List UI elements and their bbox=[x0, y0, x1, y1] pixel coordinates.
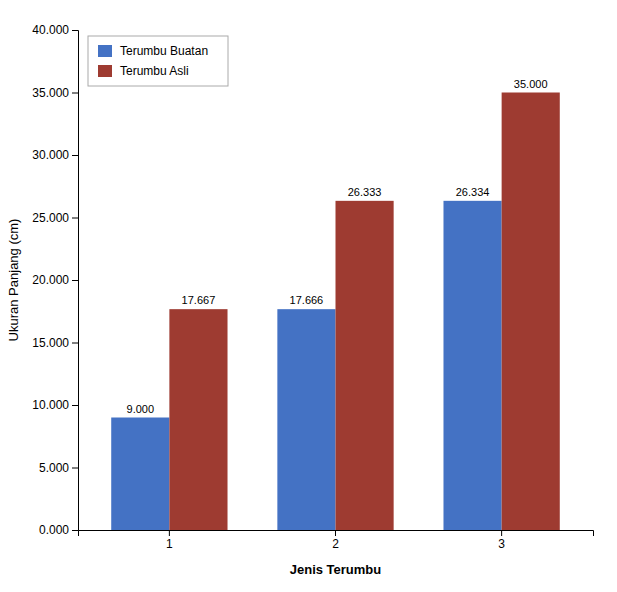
data-labels: 9.000 17.666 26.334 17.667 26.333 35.000 bbox=[127, 78, 548, 415]
y-axis: 0.000 5.000 10.000 15.000 20.000 25.000 30.000… bbox=[32, 23, 78, 537]
tick-label: 40.000 bbox=[32, 23, 69, 37]
legend-label: Terumbu Buatan bbox=[120, 44, 208, 58]
legend: Terumbu Buatan Terumbu Asli bbox=[88, 36, 228, 86]
tick-mark bbox=[169, 530, 170, 536]
tick-mark bbox=[72, 405, 78, 406]
tick: 0.000 bbox=[39, 523, 78, 537]
tick-label: 5.000 bbox=[39, 461, 69, 475]
x-axis-title: Jenis Terumbu bbox=[290, 562, 382, 577]
tick: 3 bbox=[498, 530, 505, 551]
tick-label: 1 bbox=[166, 537, 173, 551]
legend-label: Terumbu Asli bbox=[120, 64, 189, 78]
data-label: 17.666 bbox=[290, 294, 324, 306]
bar bbox=[111, 418, 169, 531]
tick-label: 25.000 bbox=[32, 211, 69, 225]
tick-label: 3 bbox=[498, 537, 505, 551]
tick: 25.000 bbox=[32, 211, 78, 225]
tick: 40.000 bbox=[32, 23, 78, 37]
tick-label: 30.000 bbox=[32, 148, 69, 162]
tick-label: 2 bbox=[332, 537, 339, 551]
tick-mark bbox=[72, 468, 78, 469]
tick: 20.000 bbox=[32, 273, 78, 287]
legend-item: Terumbu Asli bbox=[98, 64, 189, 78]
bars bbox=[111, 93, 560, 531]
tick-mark bbox=[72, 343, 78, 344]
tick-mark bbox=[72, 155, 78, 156]
bar-series bbox=[111, 201, 501, 530]
tick-mark bbox=[72, 93, 78, 94]
legend-item: Terumbu Buatan bbox=[98, 44, 208, 58]
tick-mark bbox=[72, 218, 78, 219]
data-label: 9.000 bbox=[127, 403, 155, 415]
tick-label: 0.000 bbox=[39, 523, 69, 537]
tick: 2 bbox=[332, 530, 339, 551]
bar-series bbox=[169, 93, 559, 531]
axis-domain bbox=[79, 531, 594, 537]
tick: 30.000 bbox=[32, 148, 78, 162]
tick-label: 15.000 bbox=[32, 336, 69, 350]
bar bbox=[443, 201, 501, 530]
tick: 10.000 bbox=[32, 398, 78, 412]
y-axis-title: Ukuran Panjang (cm) bbox=[6, 219, 21, 342]
data-label: 26.334 bbox=[456, 186, 490, 198]
bar bbox=[336, 201, 394, 530]
data-label: 26.333 bbox=[348, 186, 382, 198]
axis-domain bbox=[72, 31, 79, 531]
tick-mark bbox=[72, 30, 78, 31]
chart: 9.00017.66626.33417.66726.33335.0000.000… bbox=[0, 0, 617, 592]
data-label: 17.667 bbox=[182, 294, 216, 306]
bar bbox=[502, 93, 560, 531]
tick-mark bbox=[72, 280, 78, 281]
tick-mark bbox=[72, 530, 78, 531]
legend-swatch bbox=[98, 45, 112, 57]
tick-mark bbox=[501, 530, 502, 536]
bar bbox=[277, 309, 335, 530]
tick-mark bbox=[335, 530, 336, 536]
tick-label: 10.000 bbox=[32, 398, 69, 412]
bar bbox=[169, 309, 227, 530]
tick-label: 35.000 bbox=[32, 86, 69, 100]
tick: 1 bbox=[166, 530, 173, 551]
tick-label: 20.000 bbox=[32, 273, 69, 287]
legend-frame bbox=[88, 36, 228, 86]
tick: 35.000 bbox=[32, 86, 78, 100]
tick: 15.000 bbox=[32, 336, 78, 350]
data-label: 35.000 bbox=[514, 78, 548, 90]
x-axis: 1 2 3 bbox=[79, 530, 594, 551]
plot: 9.00017.66626.33417.66726.33335.0000.000… bbox=[6, 23, 594, 577]
legend-swatch bbox=[98, 65, 112, 77]
tick: 5.000 bbox=[39, 461, 78, 475]
